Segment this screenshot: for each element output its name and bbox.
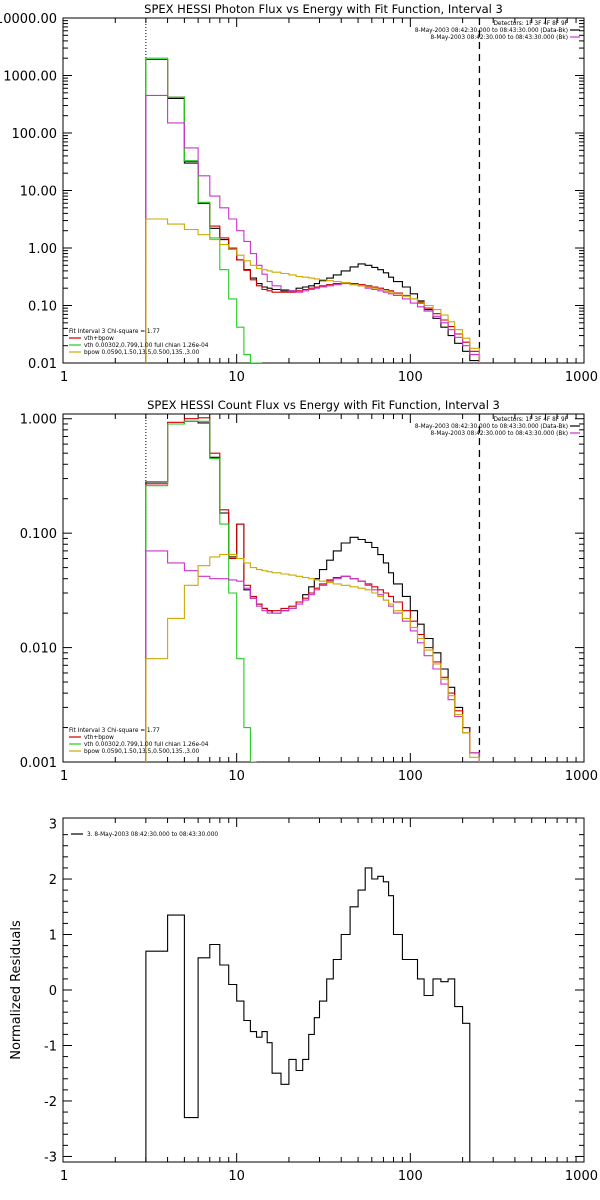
series-line-4: [145, 550, 480, 762]
y-tick-label: 2: [49, 873, 57, 888]
series-group: [145, 57, 480, 363]
info-line: Detectors: 1F 3F 4F 8F 9F: [493, 417, 568, 423]
y-tick-label: 1000.00: [3, 70, 57, 85]
x-tick-label: 100: [398, 769, 423, 784]
plot-frame: [62, 17, 585, 364]
y-tick-label: 0.100: [20, 527, 57, 542]
series-line-2: [145, 58, 480, 363]
series-group: [145, 867, 480, 1162]
chart-panel-2: SPEX HESSI Count Flux vs Energy with Fit…: [20, 398, 598, 784]
info-line: 8-May-2003 08:42:30.000 to 08:43:30.000 …: [431, 35, 568, 41]
y-axis-label: Normalized Residuals: [9, 920, 24, 1060]
y-tick-label: 0.010: [20, 642, 57, 657]
series-line-1: [145, 58, 480, 363]
x-tick-label: 10: [228, 769, 245, 784]
legend-entry: bpow 0.0590,1.50,13.5,0.500,135.,3.00: [84, 350, 200, 356]
chart-title: SPEX HESSI Photon Flux vs Energy with Fi…: [144, 2, 503, 16]
series-line-3: [145, 420, 257, 762]
series-line-1: [145, 867, 480, 1162]
y-tick-label: 100.00: [12, 127, 58, 142]
chart-title: SPEX HESSI Count Flux vs Energy with Fit…: [147, 398, 500, 412]
y-tick-label: 1.000: [20, 413, 57, 428]
plot-frame: [62, 413, 585, 763]
x-tick-label: 100: [398, 370, 423, 385]
info-line: Detectors: 1F 3F 4F 8F 9F: [493, 21, 568, 27]
plot-frame: [62, 817, 585, 1163]
series-line-3: [145, 57, 262, 363]
series-line-5: [145, 554, 480, 762]
legend-entry: vth 0.00302,0.799,1.00 full chian 1.26e-…: [84, 343, 209, 349]
y-tick-label: 0.01: [28, 357, 57, 372]
x-tick-label: 100: [398, 1169, 423, 1184]
y-tick-label: 0.001: [20, 756, 57, 771]
series-group: [145, 417, 480, 762]
y-tick-label: -3: [44, 1150, 57, 1165]
series-line-4: [145, 94, 480, 363]
y-tick-label: 1: [49, 929, 57, 944]
x-tick-label: 1000: [565, 370, 598, 385]
x-tick-label: 1000: [565, 1169, 598, 1184]
series-line-5: [145, 218, 480, 363]
legend-entry: 3. 8-May-2003 08:42:30.000 to 08:43:30.0…: [87, 832, 218, 838]
legend-entry: Fit Interval 3 Chi-square = 1.77: [69, 329, 160, 335]
info-line: 8-May-2003 08:42:30.000 to 08:43:30.000 …: [415, 28, 568, 34]
x-tick-label: 10: [228, 370, 245, 385]
legend-entry: vth 0.00302,0.799,1.00 full chian 1.26e-…: [84, 742, 209, 748]
legend-entry: bpow 0.0590,1.50,13.5,0.500,135.,3.00: [84, 749, 200, 755]
y-tick-label: 0.10: [28, 300, 57, 315]
legend-entry: Fit Interval 3 Chi-square = 1.77: [69, 728, 160, 734]
x-tick-label: 1: [60, 370, 68, 385]
y-tick-label: 0: [49, 984, 57, 999]
series-line-1: [145, 420, 480, 762]
info-line: 8-May-2003 08:42:30.000 to 08:43:30.000 …: [431, 431, 568, 437]
y-tick-label: -1: [44, 1039, 57, 1054]
chart-panel-1: SPEX HESSI Photon Flux vs Energy with Fi…: [0, 2, 598, 385]
y-tick-label: 1.00: [28, 242, 57, 257]
y-tick-label: -2: [44, 1095, 57, 1110]
x-tick-label: 10: [228, 1169, 245, 1184]
x-tick-label: 1: [60, 769, 68, 784]
x-tick-label: 1000: [565, 769, 598, 784]
info-line: 8-May-2003 08:42:30.000 to 08:43:30.000 …: [415, 424, 568, 430]
y-tick-label: 10000.00: [0, 12, 57, 27]
legend-entry: vth+bpow: [84, 735, 114, 741]
series-line-2: [145, 417, 480, 762]
y-tick-label: 3: [49, 818, 57, 833]
y-tick-label: 10.00: [20, 185, 57, 200]
legend-entry: vth+bpow: [84, 336, 114, 342]
x-tick-label: 1: [60, 1169, 68, 1184]
